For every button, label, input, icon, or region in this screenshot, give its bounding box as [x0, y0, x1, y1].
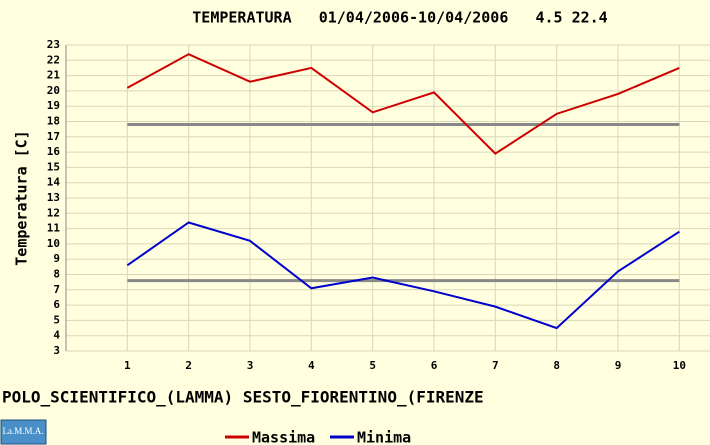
x-tick-label: 1: [124, 359, 131, 372]
legend-item: Massima: [225, 429, 315, 445]
line-series: [126, 53, 680, 155]
y-tick-label: 7: [53, 283, 60, 296]
y-tick-label: 10: [47, 237, 60, 250]
y-tick-label: 18: [47, 115, 60, 128]
y-tick-label: 17: [47, 130, 60, 143]
line-series: [126, 221, 680, 330]
y-tick-label: 15: [47, 160, 60, 173]
subtitle: POLO_SCIENTIFICO_(LAMMA) SESTO_FIORENTIN…: [2, 388, 484, 407]
x-tick-label: 2: [185, 359, 192, 372]
y-tick-label: 9: [53, 252, 60, 265]
y-tick-label: 21: [47, 69, 61, 82]
y-tick-label: 13: [47, 191, 60, 204]
y-tick-label: 5: [53, 313, 60, 326]
y-tick-label: 3: [53, 344, 60, 357]
legend-label: Minima: [357, 429, 411, 445]
y-tick-label: 12: [47, 206, 60, 219]
logo-text: La.M.M.A.: [3, 426, 44, 436]
logo-box: [0, 419, 47, 445]
y-tick-label: 16: [47, 145, 61, 158]
legend-label: Massima: [252, 429, 315, 445]
y-tick-label: 19: [47, 99, 60, 112]
y-tick-label: 8: [53, 268, 60, 281]
legend-item: Minima: [330, 429, 411, 445]
y-tick-label: 6: [53, 298, 60, 311]
x-tick-label: 5: [369, 359, 376, 372]
y-tick-label: 22: [47, 53, 60, 66]
x-tick-label: 7: [492, 359, 499, 372]
x-tick-label: 10: [673, 359, 686, 372]
y-tick-label: 11: [47, 222, 61, 235]
y-tick-label: 23: [47, 38, 60, 51]
x-tick-label: 8: [553, 359, 560, 372]
y-axis-label: Temperatura [C]: [13, 130, 31, 265]
chart-title: TEMPERATURA 01/04/2006-10/04/2006 4.5 22…: [192, 9, 607, 27]
x-tick-label: 9: [615, 359, 622, 372]
y-tick-label: 14: [47, 176, 61, 189]
x-tick-label: 3: [247, 359, 254, 372]
y-tick-label: 4: [53, 329, 60, 342]
x-tick-label: 6: [431, 359, 438, 372]
x-tick-label: 4: [308, 359, 315, 372]
y-tick-label: 20: [47, 84, 60, 97]
logo: La.M.M.A.: [0, 419, 47, 445]
